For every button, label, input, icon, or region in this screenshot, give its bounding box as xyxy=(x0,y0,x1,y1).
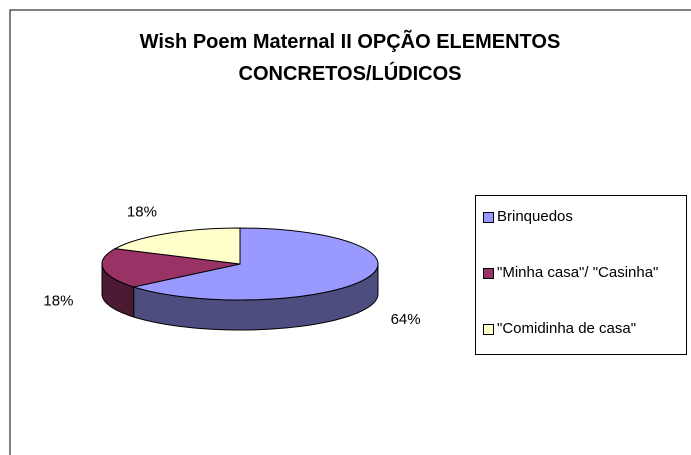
pie-slice xyxy=(113,227,241,265)
legend-swatch xyxy=(483,324,494,335)
pie-slice xyxy=(101,248,241,288)
legend-swatch xyxy=(483,212,494,223)
pie-slice xyxy=(131,227,379,301)
data-label: 18% xyxy=(43,293,73,310)
chart-border xyxy=(9,9,691,455)
legend-label: "Comidinha de casa" xyxy=(497,320,637,337)
chart-title: Wish Poem Maternal II OPÇÃO ELEMENTOS CO… xyxy=(139,31,561,85)
legend: Brinquedos "Minha casa"/ "Casinha" "Comidi… xyxy=(475,195,687,355)
legend-label: Brinquedos xyxy=(497,208,573,225)
data-label: 18% xyxy=(127,203,157,220)
legend-swatch xyxy=(483,268,494,279)
legend-label: "Minha casa"/ "Casinha" xyxy=(497,264,659,281)
data-label: 64% xyxy=(391,311,421,328)
